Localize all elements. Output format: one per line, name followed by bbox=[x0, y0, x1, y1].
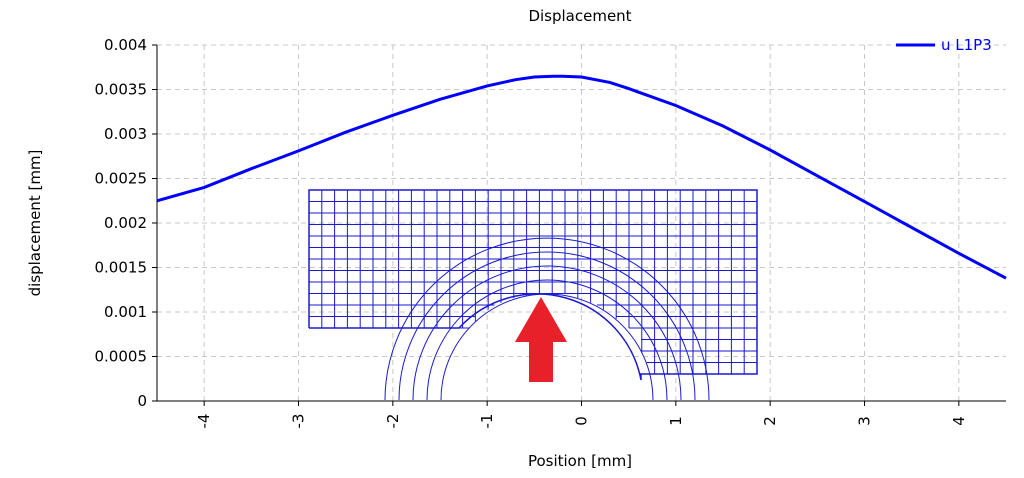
y-tick-label-1: 0.0005 bbox=[95, 348, 148, 366]
mesh-arc-3 bbox=[398, 251, 696, 401]
y-axis-title: displacement [mm] bbox=[26, 150, 44, 297]
x-tick-label-6: 2 bbox=[761, 416, 779, 426]
y-tick-label-6: 0.003 bbox=[104, 125, 147, 143]
x-axis-title: Position [mm] bbox=[528, 452, 632, 470]
grid bbox=[157, 44, 1006, 401]
mesh-arc-1 bbox=[426, 279, 668, 401]
x-tick-label-4: 0 bbox=[573, 416, 591, 426]
mesh-inset bbox=[308, 189, 758, 401]
y-tick-label-3: 0.0015 bbox=[95, 259, 148, 277]
y-tick-label-4: 0.002 bbox=[104, 214, 147, 232]
mesh-arc-4 bbox=[384, 237, 710, 401]
x-tick-label-0: -4 bbox=[195, 414, 213, 429]
y-tick-label-8: 0.004 bbox=[104, 36, 147, 54]
x-tick-label-8: 4 bbox=[950, 416, 968, 426]
y-tick-label-0: 0 bbox=[137, 392, 147, 410]
x-tick-label-2: -2 bbox=[384, 414, 402, 429]
series-line-u-L1P3 bbox=[156, 74, 1007, 280]
mesh-grid bbox=[308, 189, 758, 401]
load-arrow bbox=[515, 297, 567, 382]
x-tick-label-5: 1 bbox=[667, 416, 685, 426]
mesh-arc-2 bbox=[412, 265, 682, 401]
x-tick-label-1: -3 bbox=[290, 414, 308, 429]
x-ticks: -4 -3 -2 -1 0 1 2 3 4 bbox=[195, 401, 968, 428]
x-tick-label-7: 3 bbox=[856, 416, 874, 426]
chart-title: Displacement bbox=[528, 7, 631, 25]
y-tick-label-5: 0.0025 bbox=[95, 170, 148, 188]
y-tick-label-7: 0.0035 bbox=[95, 81, 148, 99]
legend-label: u L1P3 bbox=[941, 36, 992, 54]
legend: u L1P3 bbox=[896, 36, 992, 54]
y-tick-label-2: 0.001 bbox=[104, 303, 147, 321]
mesh-outline bbox=[308, 189, 758, 381]
x-tick-label-3: -1 bbox=[478, 414, 496, 429]
y-ticks: 0 0.0005 0.001 0.0015 0.002 0.0025 0.003 0.0035… bbox=[95, 36, 157, 410]
